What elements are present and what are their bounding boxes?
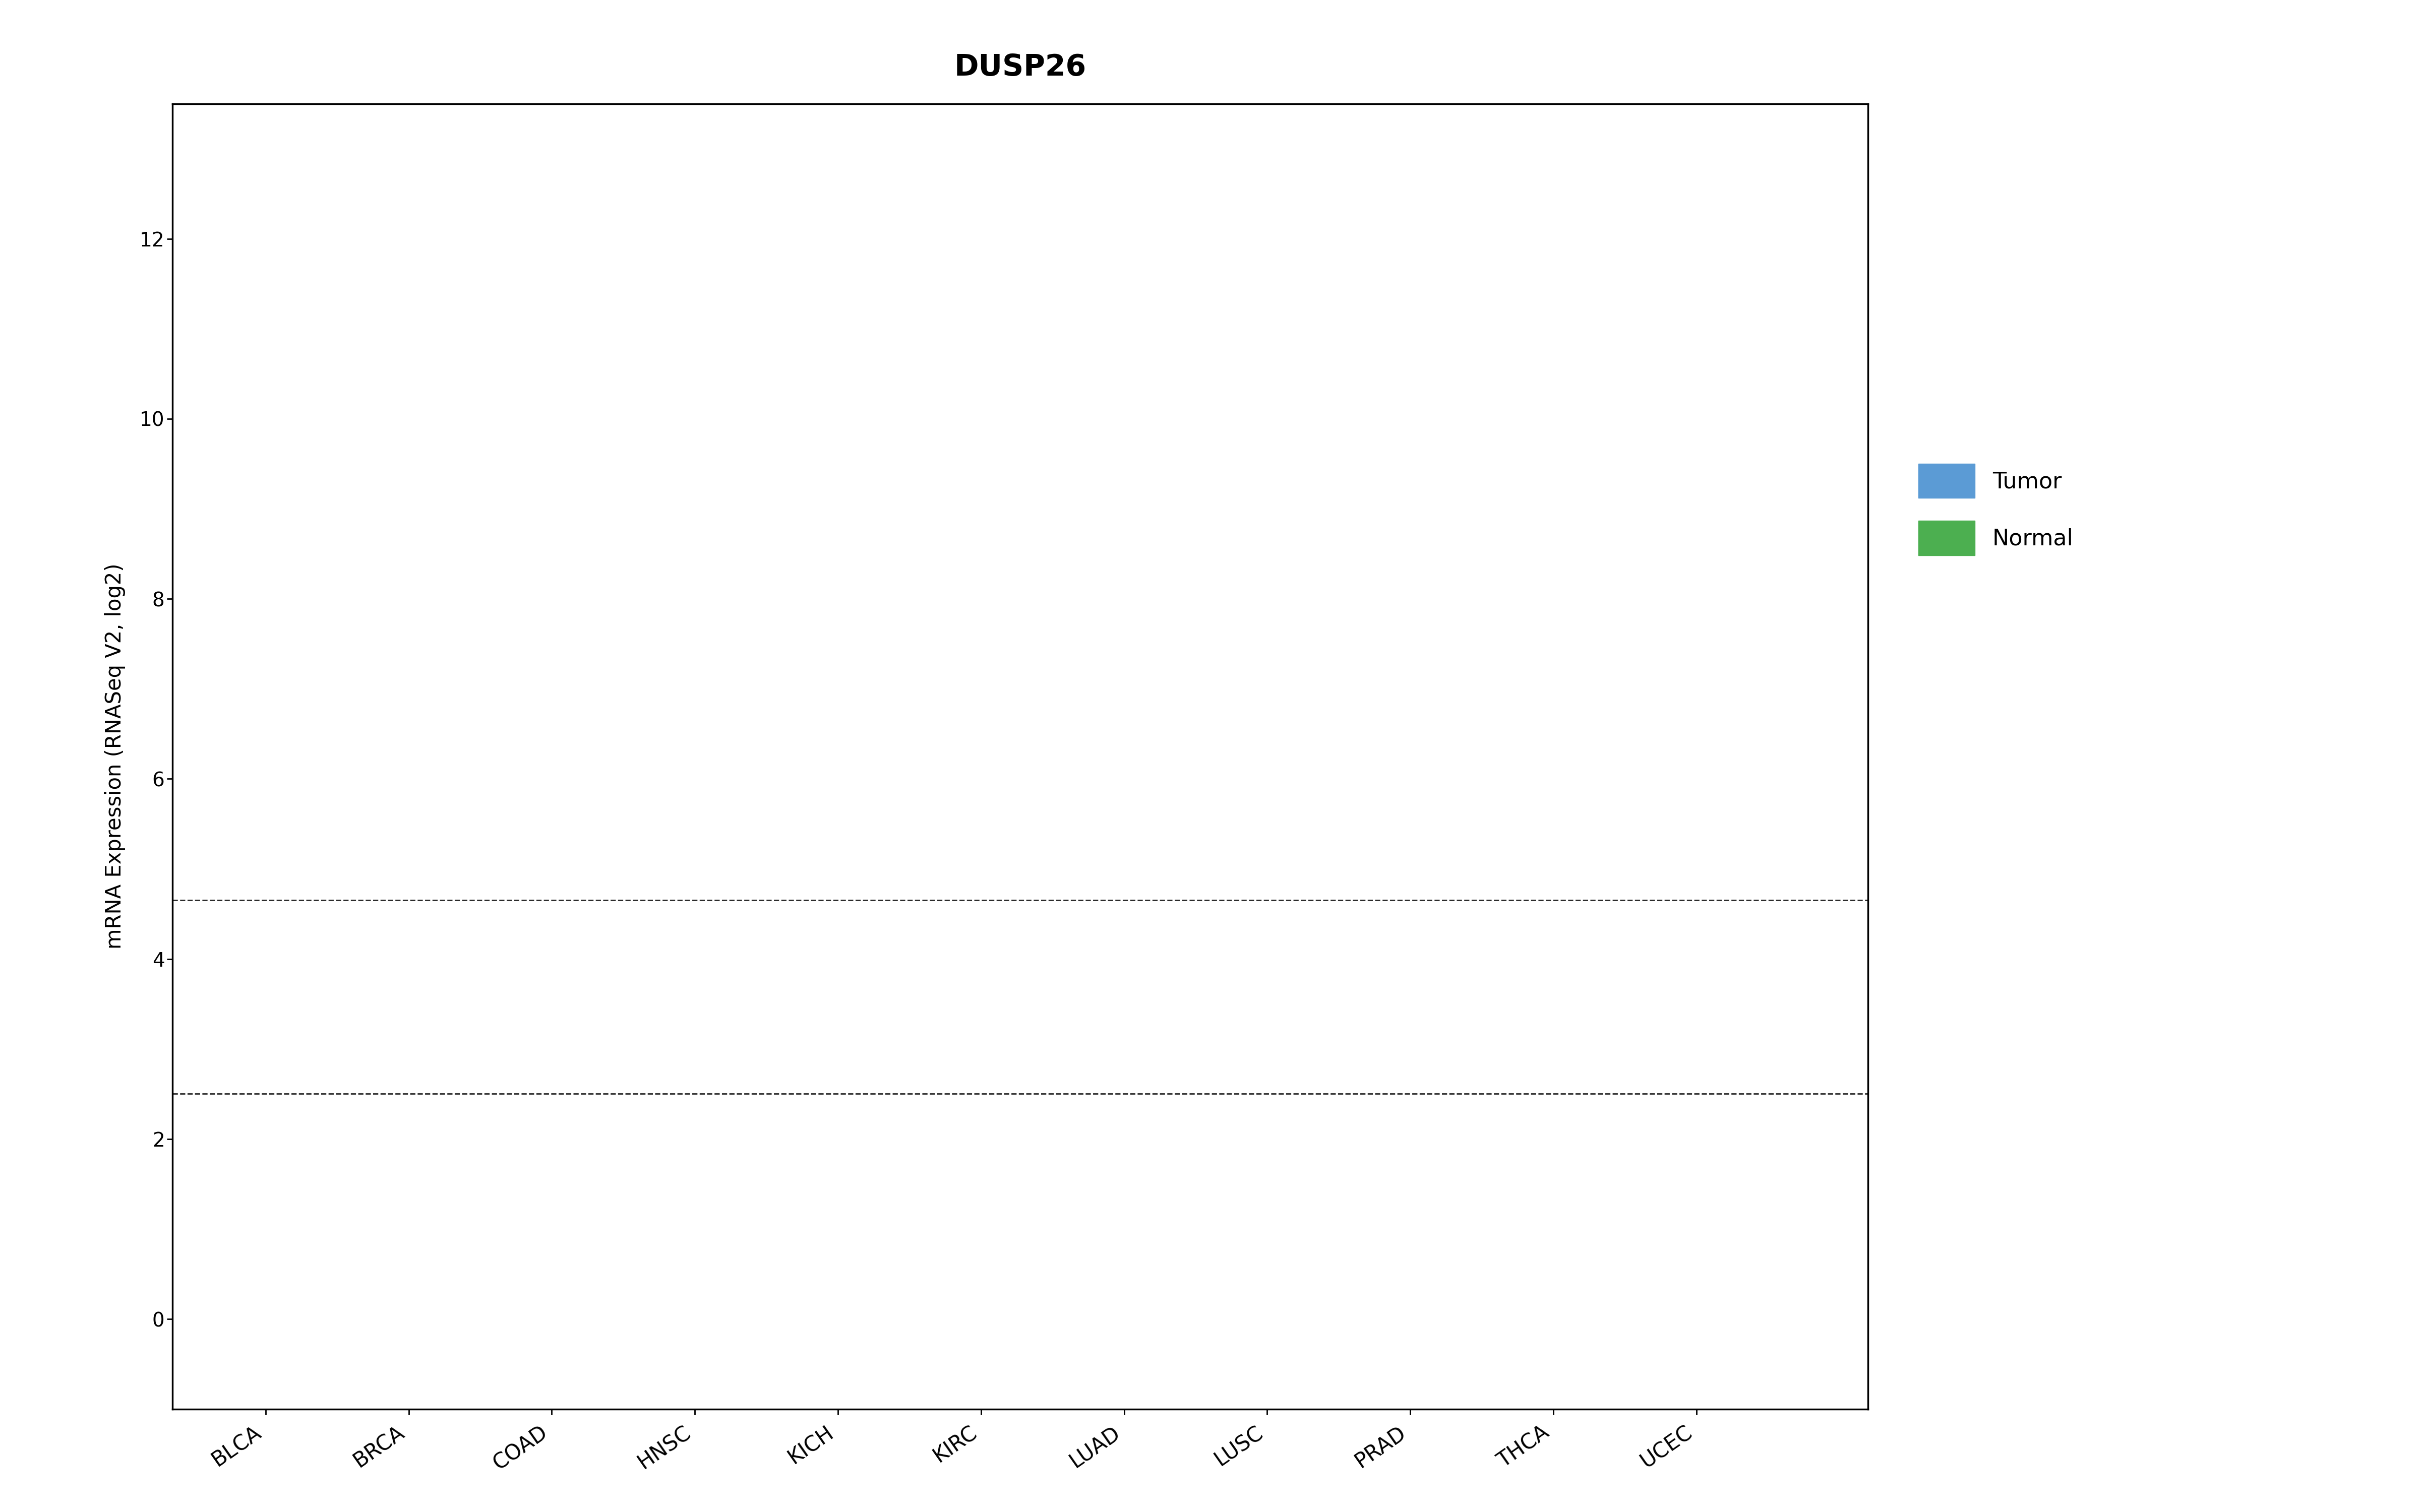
Legend: Tumor, Normal: Tumor, Normal [1897,442,2096,578]
Title: DUSP26: DUSP26 [953,53,1087,82]
Y-axis label: mRNA Expression (RNASeq V2, log2): mRNA Expression (RNASeq V2, log2) [104,564,126,950]
